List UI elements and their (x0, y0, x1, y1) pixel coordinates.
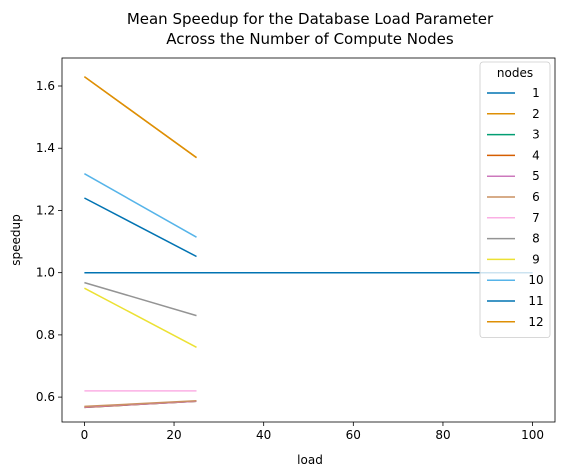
legend-label: 12 (528, 315, 543, 329)
y-axis-label: speedup (9, 214, 23, 265)
axis-ticks: 0 20 40 60 80 100 0.6 0.8 1.0 1.2 1.4 1.6 (36, 79, 544, 442)
series-line-nodes-6 (84, 400, 197, 408)
x-axis-label: load (297, 453, 323, 467)
y-tick-label: 1.0 (36, 266, 55, 280)
y-tick-label: 0.8 (36, 328, 55, 342)
legend-label: 11 (528, 294, 543, 308)
legend-label: 3 (532, 128, 540, 142)
legend-box (479, 61, 551, 339)
legend-label: 2 (532, 107, 540, 121)
x-tick-label: 40 (256, 428, 271, 442)
series-line-nodes-8 (84, 281, 197, 317)
legend-label: 7 (532, 211, 540, 225)
y-tick-label: 1.4 (36, 141, 55, 155)
y-tick-label: 1.6 (36, 79, 55, 93)
x-tick-label: 20 (166, 428, 181, 442)
y-tick-label: 1.2 (36, 203, 55, 217)
legend-label: 6 (532, 190, 540, 204)
legend-title: nodes (497, 66, 533, 80)
chart-title-line-1: Mean Speedup for the Database Load Param… (127, 10, 494, 28)
plot-frame (61, 57, 556, 423)
series-line-nodes-12 (83, 76, 197, 159)
chart-title-line-2: Across the Number of Compute Nodes (166, 30, 454, 48)
series-lines (83, 76, 533, 409)
series-line-nodes-11 (84, 197, 197, 258)
x-tick-label: 100 (521, 428, 544, 442)
legend-label: 10 (528, 273, 543, 287)
legend-label: 9 (532, 252, 540, 266)
x-tick-label: 80 (435, 428, 450, 442)
y-tick-label: 0.6 (36, 390, 55, 404)
legend-label: 4 (532, 148, 540, 162)
series-line-nodes-10 (84, 173, 197, 238)
x-tick-label: 60 (346, 428, 361, 442)
legend-label: 1 (532, 86, 540, 100)
legend-label: 5 (532, 169, 540, 183)
series-line-nodes-9 (84, 287, 197, 348)
legend-label: 8 (532, 232, 540, 246)
x-tick-label: 0 (81, 428, 89, 442)
